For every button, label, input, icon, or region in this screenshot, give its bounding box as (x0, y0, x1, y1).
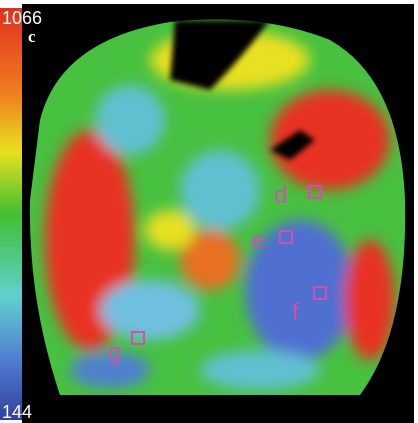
perfusion-map: 1066 144 c d e f g (0, 0, 418, 423)
colorbar (0, 8, 22, 420)
colorbar-min: 144 (2, 402, 32, 422)
colorbar-max: 1066 (2, 8, 42, 28)
region-label: d (274, 182, 287, 209)
region-label: g (108, 339, 121, 366)
region-label: f (292, 299, 299, 326)
region-label: e (251, 227, 264, 254)
panel-label: c (28, 27, 36, 46)
